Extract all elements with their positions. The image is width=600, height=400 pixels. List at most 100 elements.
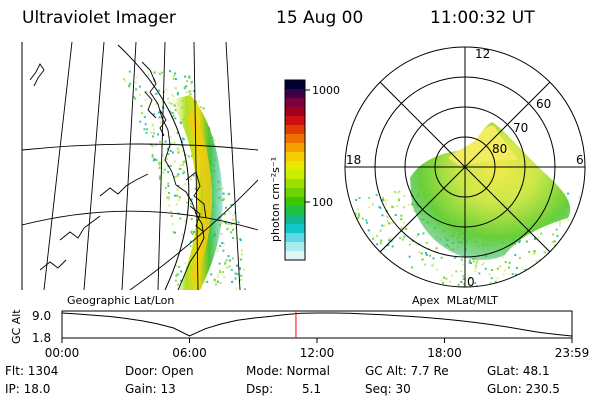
- emission-pixel: [578, 196, 581, 199]
- emission-pixel: [412, 209, 415, 212]
- mlt-label-6: 6: [576, 153, 584, 167]
- emission-pixel: [420, 252, 423, 255]
- colorbar-segment: [285, 170, 305, 180]
- emission-pixel: [177, 199, 180, 202]
- emission-pixel: [391, 245, 394, 248]
- emission-pixel: [222, 242, 225, 245]
- emission-pixel: [579, 205, 582, 208]
- emission-pixel: [177, 185, 180, 187]
- emission-pixel: [231, 280, 234, 283]
- emission-pixel: [357, 216, 360, 219]
- emission-pixel: [153, 158, 156, 161]
- emission-pixel: [179, 217, 182, 220]
- emission-pixel: [158, 72, 161, 75]
- emission-pixel: [427, 289, 429, 291]
- xtick-label: 06:00: [172, 346, 207, 360]
- emission-pixel: [555, 228, 558, 231]
- emission-pixel: [501, 256, 504, 259]
- colorbar-segment: [285, 143, 305, 153]
- emission-pixel: [157, 161, 160, 164]
- emission-pixel: [167, 198, 170, 201]
- emission-pixel: [146, 128, 148, 131]
- emission-pixel: [496, 277, 499, 280]
- emission-pixel: [155, 92, 158, 95]
- emission-pixel: [132, 95, 135, 98]
- emission-pixel: [135, 88, 138, 91]
- emission-pixel: [411, 266, 414, 269]
- emission-pixel: [190, 89, 193, 92]
- emission-pixel: [184, 220, 187, 223]
- emission-pixel: [175, 78, 177, 80]
- emission-pixel: [171, 223, 174, 226]
- date-label: 15 Aug 00: [276, 8, 364, 28]
- emission-pixel: [385, 199, 388, 202]
- emission-pixel: [356, 229, 359, 232]
- emission-pixel: [176, 132, 179, 134]
- emission-pixel: [159, 122, 162, 125]
- emission-pixel: [228, 192, 231, 195]
- emission-pixel: [474, 270, 477, 273]
- emission-pixel: [227, 209, 230, 212]
- emission-pixel: [151, 155, 154, 158]
- emission-pixel: [425, 254, 428, 256]
- emission-pixel: [191, 233, 194, 235]
- mlat-label-60: 60: [536, 97, 551, 111]
- emission-pixel: [228, 259, 231, 262]
- emission-pixel: [388, 239, 391, 242]
- emission-pixel: [152, 135, 154, 138]
- emission-pixel: [174, 279, 177, 282]
- emission-pixel: [573, 233, 576, 236]
- emission-pixel: [403, 235, 406, 238]
- emission-pixel: [155, 102, 158, 105]
- emission-pixel: [391, 205, 394, 208]
- emission-pixel: [173, 141, 176, 144]
- emission-pixel: [398, 197, 401, 200]
- emission-pixel: [235, 287, 238, 290]
- emission-pixel: [190, 202, 193, 205]
- emission-pixel: [215, 283, 217, 286]
- emission-pixel: [223, 197, 226, 200]
- emission-pixel: [234, 277, 237, 280]
- emission-pixel: [381, 214, 384, 217]
- ytick-bottom: 1.8: [32, 331, 51, 345]
- emission-pixel: [170, 215, 173, 217]
- emission-pixel: [521, 267, 524, 270]
- colorbar-segment: [285, 161, 305, 171]
- emission-pixel: [172, 231, 175, 234]
- emission-pixel: [177, 151, 180, 154]
- emission-pixel: [221, 242, 224, 244]
- emission-pixel: [397, 191, 400, 194]
- emission-pixel: [182, 169, 185, 172]
- emission-pixel: [228, 265, 231, 268]
- emission-pixel: [174, 117, 177, 120]
- emission-pixel: [176, 188, 179, 191]
- emission-pixel: [158, 89, 161, 92]
- emission-pixel: [581, 211, 584, 214]
- emission-pixel: [184, 183, 187, 186]
- emission-pixel: [168, 191, 170, 194]
- emission-pixel: [180, 144, 183, 147]
- emission-pixel: [178, 167, 181, 170]
- emission-pixel: [190, 231, 193, 234]
- emission-pixel: [193, 230, 195, 233]
- colorbar-segment: [285, 188, 305, 198]
- colorbar-segment: [285, 89, 305, 99]
- colorbar-label-100: 100: [312, 196, 333, 209]
- emission-pixel: [496, 267, 499, 270]
- colorbar-segment: [285, 134, 305, 144]
- coastlines: [29, 61, 207, 290]
- emission-pixel: [474, 267, 477, 270]
- emission-pixel: [232, 218, 235, 221]
- emission-pixel: [185, 85, 188, 88]
- emission-pixel: [408, 203, 410, 206]
- emission-pixel: [533, 252, 536, 255]
- emission-pixel: [243, 288, 246, 290]
- emission-pixel: [183, 161, 186, 163]
- polar-grid: [344, 46, 586, 288]
- colorbar-segment: [285, 125, 305, 135]
- emission-pixel: [143, 115, 146, 118]
- emission-pixel: [224, 260, 227, 263]
- emission-pixel: [164, 140, 167, 143]
- emission-pixel: [392, 206, 395, 209]
